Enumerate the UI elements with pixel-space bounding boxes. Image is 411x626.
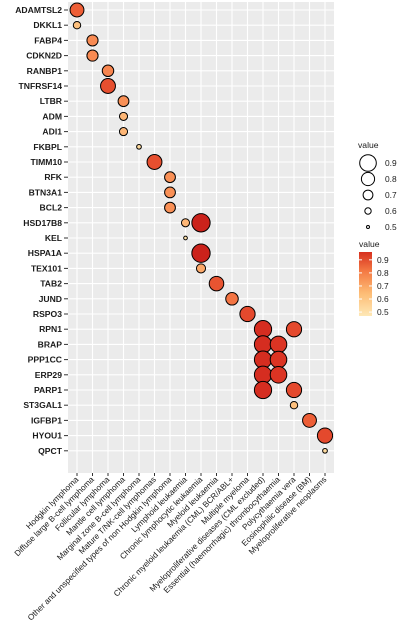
bubble-point [285,381,303,399]
y-tick-label: ADI1 [42,127,62,137]
bubble-point [164,186,176,199]
bubble-point [118,127,129,137]
y-tick-label: RANBP1 [27,66,63,76]
color-legend-title: value [359,239,380,249]
color-legend-bar [359,252,372,316]
color-legend-label: 0.6 [377,294,389,304]
bubble-point [100,78,116,94]
bubble-point [269,335,288,354]
size-legend-label: 0.8 [385,174,397,184]
color-legend-label: 0.8 [377,268,389,278]
bubble-point [289,400,299,410]
bubble-point [164,201,176,214]
bubble-point [69,2,85,18]
y-tick-label: BCL2 [40,203,63,213]
y-tick-label: FKBPL [33,142,62,152]
y-tick-label: RSPO3 [33,309,62,319]
bubble-point [269,366,288,384]
y-tick-label: ST3GAL1 [23,400,62,410]
y-tick-label: RFK [44,172,62,182]
bubble-point [72,20,82,30]
y-tick-label: DKKL1 [33,20,62,30]
y-tick-label: QPCT [38,446,63,456]
size-legend-key [364,207,372,215]
size-legend-key [362,189,374,201]
bubble-point [101,64,115,78]
y-tick-label: RPN1 [39,324,62,334]
bubble-point [253,350,273,369]
y-tick-label: FABP4 [34,35,62,45]
size-legend-label: 0.9 [385,158,397,168]
y-tick-label: TAB2 [40,279,62,289]
y-tick-label: ERP29 [35,370,62,380]
y-tick-label: KEL [45,233,62,243]
bubble-point [253,365,273,384]
bubble-point [86,49,99,62]
bubble-point [118,111,129,121]
bubble-point [239,305,256,323]
bubble-point [164,171,176,184]
bubble-point [269,350,288,369]
bubble-point [285,321,303,338]
y-tick-label: PARP1 [34,385,62,395]
color-legend: value 0.9 0.8 0.7 0.6 0.5 [359,239,389,317]
y-tick-label: TIMM10 [30,157,62,167]
bubble-point [180,218,191,228]
y-tick-label: HYOU1 [32,431,62,441]
y-axis: ADAMTSL2 DKKL1 FABP4 CDKN2D RANBP1 TNFRSF14 LT… [15,5,68,456]
y-tick-label: HSD17B8 [23,218,62,228]
bubble-point [316,427,334,444]
y-tick-label: IGFBP1 [31,415,62,425]
bubble-point [322,447,328,454]
bubble-point [146,154,163,170]
y-tick-label: ADAMTSL2 [15,5,62,15]
y-tick-label: PPP1CC [28,355,62,365]
size-legend-title: value [358,140,379,150]
y-tick-label: TEX101 [31,263,62,273]
bubble-point [225,292,239,306]
size-legend-key [366,225,370,229]
y-tick-label: LTBR [40,96,63,106]
y-tick-label: HSPA1A [28,248,62,258]
color-legend-label: 0.5 [377,307,389,317]
bubble-point [117,95,130,108]
y-tick-label: ADM [42,111,62,121]
size-legend-label: 0.6 [385,206,397,216]
bubble-point [136,143,142,150]
y-tick-label: TNFRSF14 [19,81,63,91]
y-tick-label: BTN3A1 [29,187,63,197]
size-legend-label: 0.5 [385,222,397,232]
bubble-point [302,412,317,428]
bubble-point [183,235,188,241]
bubble-point [191,243,211,263]
color-legend-label: 0.7 [377,281,389,291]
size-legend-label: 0.7 [385,190,397,200]
bubble-point [86,34,99,47]
color-legend-label: 0.9 [377,255,389,265]
bubble-point [208,275,225,292]
y-tick-label: BRAP [38,339,63,349]
bubble-point [253,380,273,400]
bubble-point [253,335,273,354]
size-legend-key [359,154,377,172]
bubble-point [191,213,211,233]
y-tick-label: CDKN2D [26,51,62,61]
bubble-point [253,320,273,339]
size-legend-key [360,171,376,187]
y-tick-label: JUND [39,294,62,304]
data-points [69,2,334,454]
bubble-point [195,263,207,274]
size-legend: value 0.9 0.8 0.7 0.6 0.5 [358,140,397,232]
